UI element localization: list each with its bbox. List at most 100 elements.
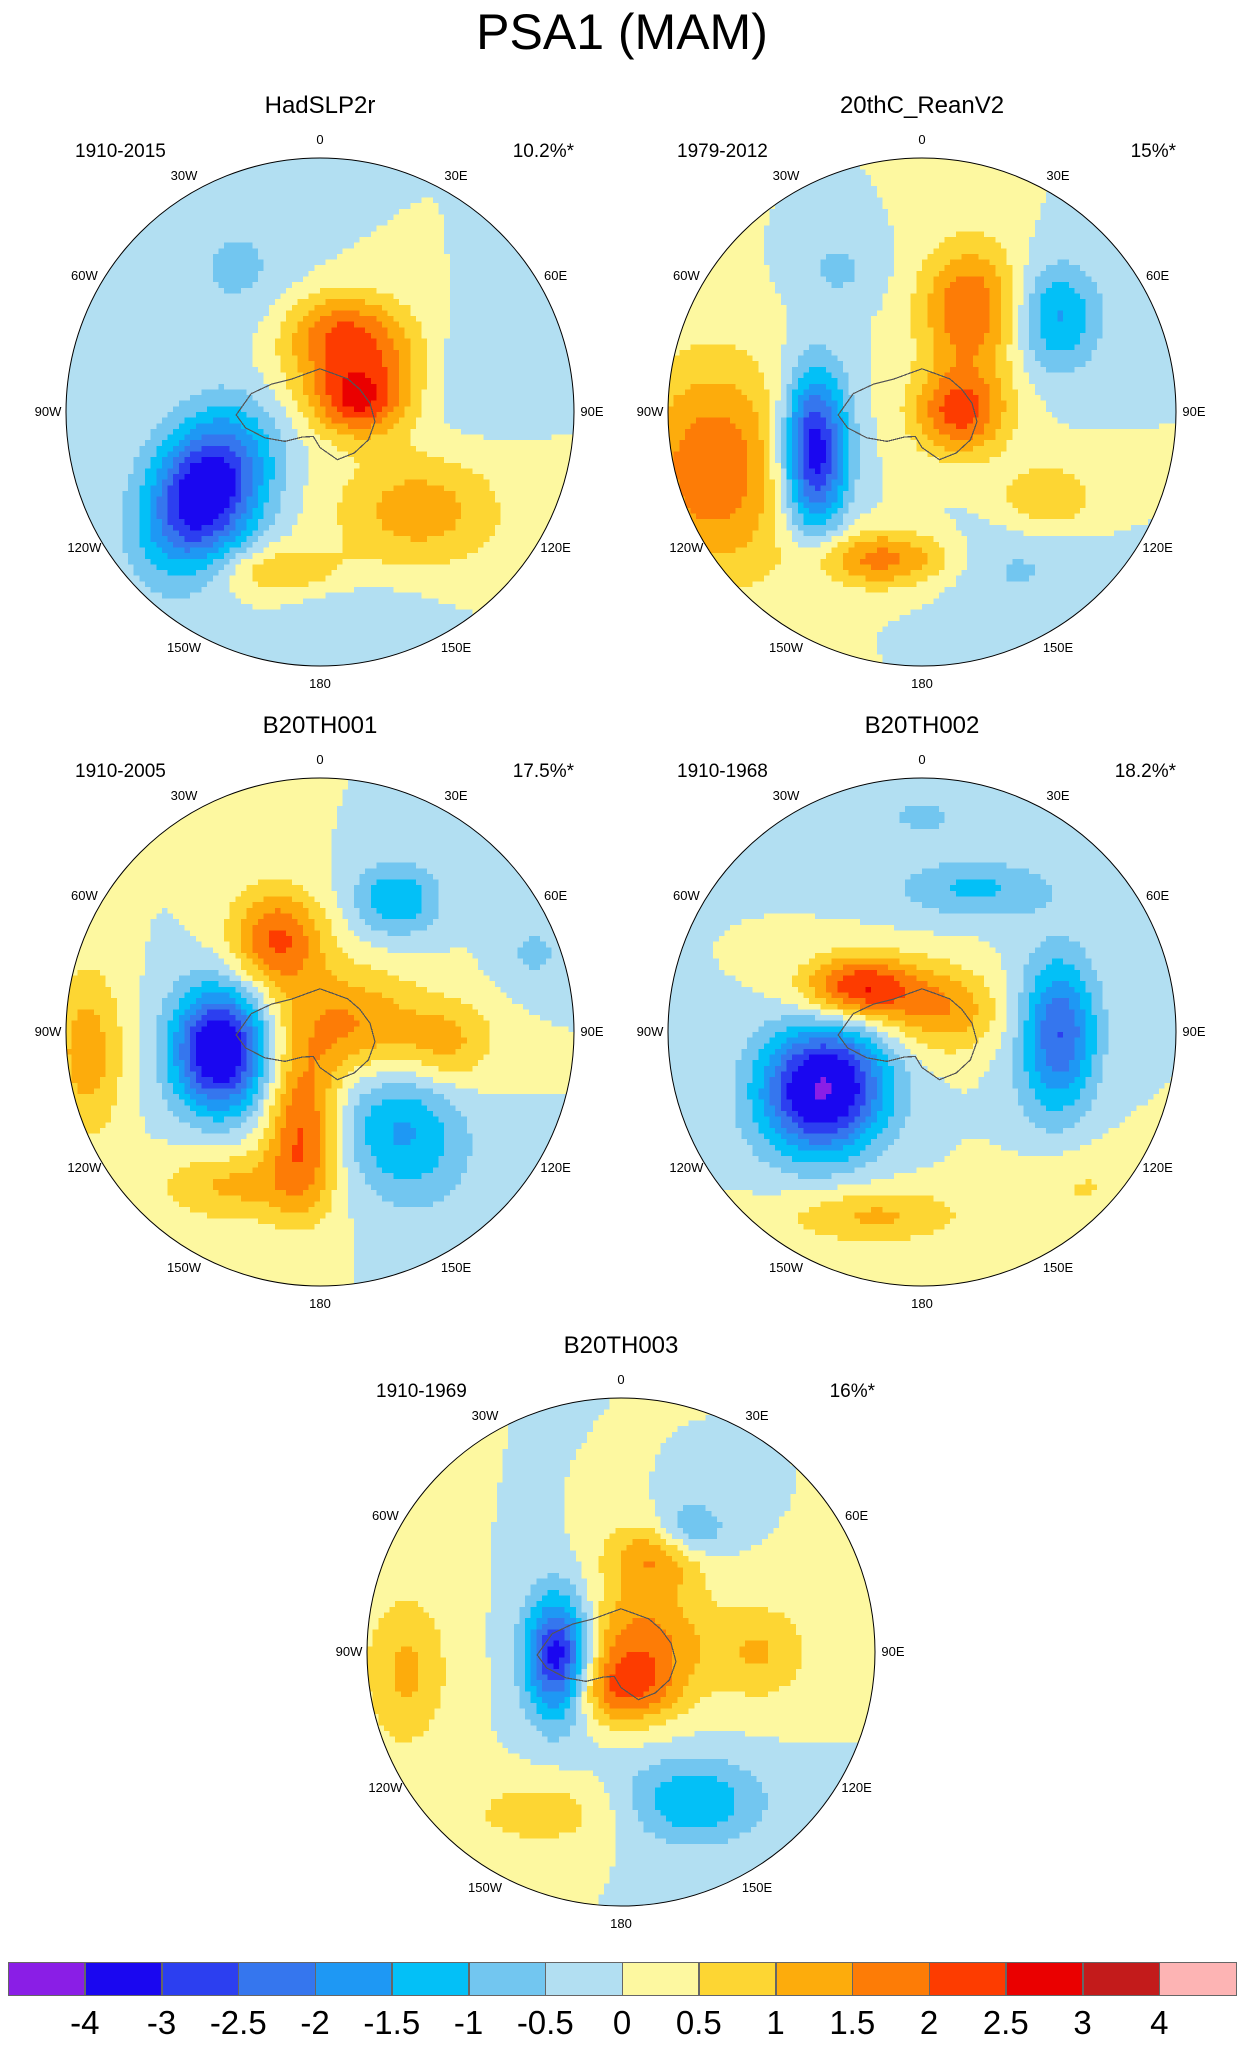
period-label: 1910-1968	[677, 760, 768, 784]
colorbar-swatch	[1005, 1962, 1083, 1996]
longitude-label: 180	[911, 677, 933, 691]
contour-field	[668, 158, 1176, 666]
longitude-label: 90W	[336, 1645, 363, 1659]
period-label: 1910-2015	[75, 140, 166, 164]
longitude-label: 60E	[845, 1509, 868, 1523]
panel-title: B20TH001	[40, 712, 600, 740]
map-panel-b20th003: B20TH003 1910-1969 16%* 0 30E 60E 90E 120E 15…	[336, 1332, 905, 1932]
longitude-label: 150E	[1043, 640, 1073, 655]
colorbar-swatch	[852, 1962, 930, 1996]
longitude-label: 180	[309, 677, 331, 691]
longitude-label: 0	[617, 1373, 624, 1387]
colorbar	[8, 1962, 1237, 1998]
period-label: 1910-2005	[75, 760, 166, 784]
longitude-label: 30W	[171, 169, 198, 183]
longitude-label: 150E	[1043, 1260, 1073, 1275]
map-panel-hadslp2r: HadSLP2r 1910-2015 10.2%* 0 30E 60E 90E 120E…	[35, 92, 604, 692]
longitude-label: 0	[918, 133, 925, 147]
longitude-label: 30E	[1046, 789, 1069, 803]
colorbar-swatch	[1082, 1962, 1160, 1996]
longitude-label: 90E	[1182, 1025, 1205, 1039]
contour-field	[66, 158, 574, 666]
longitude-label: 0	[316, 753, 323, 767]
colorbar-tick-label: -3	[147, 2004, 176, 2042]
longitude-label: 150W	[167, 640, 201, 655]
longitude-label: 150W	[167, 1260, 201, 1275]
map-boundary	[65, 157, 575, 667]
panel-title: B20TH003	[341, 1332, 901, 1360]
colorbar-tick-label: 4	[1150, 2004, 1168, 2042]
longitude-label: 150W	[468, 1880, 502, 1895]
polar-map	[667, 157, 1177, 667]
longitude-label: 30W	[773, 169, 800, 183]
longitude-label: 120E	[841, 1781, 871, 1795]
colorbar-swatch	[161, 1962, 239, 1996]
longitude-label: 30W	[171, 789, 198, 803]
panel-title: HadSLP2r	[40, 92, 600, 120]
variance-label: 18.2%*	[1115, 760, 1176, 784]
longitude-label: 30W	[472, 1409, 499, 1423]
colorbar-swatch	[468, 1962, 546, 1996]
longitude-label: 120W	[67, 541, 101, 555]
colorbar-swatch	[8, 1962, 86, 1996]
longitude-label: 90E	[1182, 405, 1205, 419]
longitude-label: 120W	[669, 1161, 703, 1175]
longitude-label: 150E	[441, 1260, 471, 1275]
longitude-label: 120E	[540, 1161, 570, 1175]
longitude-label: 120E	[1142, 541, 1172, 555]
longitude-label: 30E	[1046, 169, 1069, 183]
colorbar-tick-label: -2.5	[210, 2004, 267, 2042]
colorbar-tick-label: 1	[766, 2004, 784, 2042]
map-panel-20thc-reanv2: 20thC_ReanV2 1979-2012 15%* 0 30E 60E 90E 12…	[637, 92, 1206, 692]
longitude-label: 180	[911, 1297, 933, 1311]
map-boundary	[667, 777, 1177, 1287]
colorbar-tick-label: 1.5	[829, 2004, 875, 2042]
longitude-label: 0	[316, 133, 323, 147]
antarctica-coastline	[837, 368, 978, 461]
longitude-label: 150E	[742, 1880, 772, 1895]
longitude-label: 60E	[544, 269, 567, 283]
colorbar-swatch	[391, 1962, 469, 1996]
variance-label: 16%*	[830, 1380, 875, 1404]
variance-label: 15%*	[1131, 140, 1176, 164]
longitude-label: 180	[309, 1297, 331, 1311]
colorbar-tick-label: 2	[920, 2004, 938, 2042]
figure-title: PSA1 (MAM)	[0, 2, 1244, 62]
longitude-label: 30E	[444, 789, 467, 803]
map-panel-b20th002: B20TH002 1910-1968 18.2%* 0 30E 60E 90E 120E…	[637, 712, 1206, 1312]
polar-map	[65, 777, 575, 1287]
longitude-label: 90E	[580, 1025, 603, 1039]
longitude-label: 60E	[1146, 889, 1169, 903]
longitude-label: 60W	[71, 889, 98, 903]
variance-label: 17.5%*	[513, 760, 574, 784]
longitude-label: 150E	[441, 640, 471, 655]
colorbar-swatch	[238, 1962, 316, 1996]
longitude-label: 150W	[769, 640, 803, 655]
colorbar-tick-label: -1	[454, 2004, 483, 2042]
map-boundary	[366, 1397, 876, 1907]
contour-field	[66, 778, 574, 1286]
longitude-label: 0	[918, 753, 925, 767]
period-label: 1979-2012	[677, 140, 768, 164]
polar-map	[667, 777, 1177, 1287]
longitude-label: 30W	[773, 789, 800, 803]
longitude-label: 120W	[67, 1161, 101, 1175]
colorbar-tick-label: 0	[613, 2004, 631, 2042]
longitude-label: 60W	[673, 269, 700, 283]
antarctica-coastline	[235, 988, 376, 1081]
polar-map	[366, 1397, 876, 1907]
map-boundary	[65, 777, 575, 1287]
longitude-label: 60E	[544, 889, 567, 903]
longitude-label: 60W	[673, 889, 700, 903]
longitude-label: 60W	[71, 269, 98, 283]
longitude-label: 120E	[540, 541, 570, 555]
longitude-label: 150W	[769, 1260, 803, 1275]
antarctica-coastline	[536, 1608, 677, 1701]
colorbar-swatch	[545, 1962, 623, 1996]
longitude-label: 30E	[745, 1409, 768, 1423]
colorbar-tick-label: 3	[1073, 2004, 1091, 2042]
map-panel-b20th001: B20TH001 1910-2005 17.5%* 0 30E 60E 90E 120E…	[35, 712, 604, 1312]
colorbar-swatch	[929, 1962, 1007, 1996]
longitude-label: 90W	[35, 1025, 62, 1039]
colorbar-swatch	[622, 1962, 700, 1996]
